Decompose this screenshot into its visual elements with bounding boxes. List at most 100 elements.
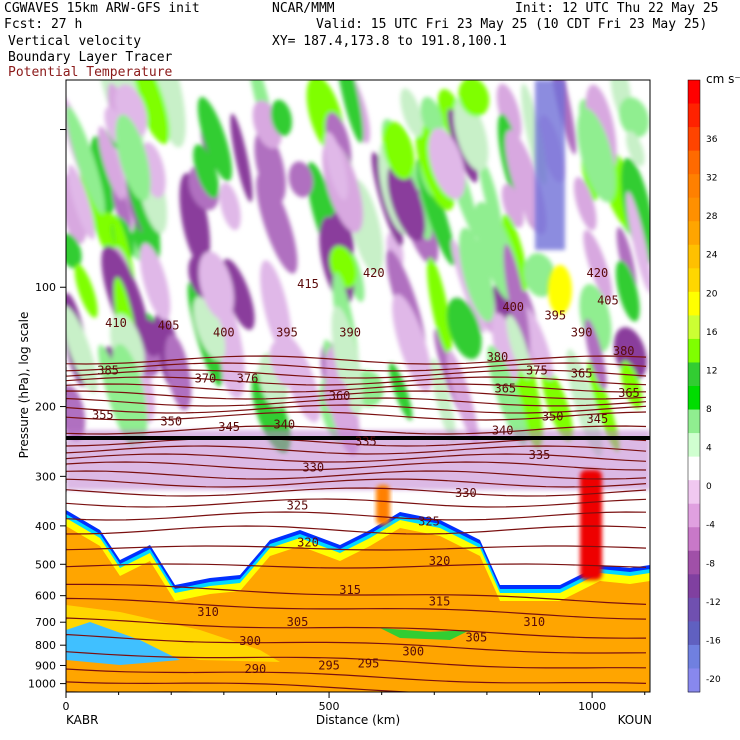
colorbar-swatch <box>688 362 700 387</box>
theta-label: 305 <box>466 630 488 644</box>
vertical-velocity-cell <box>523 252 556 297</box>
colorbar-label: 32 <box>706 174 717 184</box>
theta-contour <box>66 617 647 639</box>
y-tick-label: 700 <box>35 616 56 629</box>
plot-frame <box>65 79 651 693</box>
theta-label: 320 <box>297 535 319 549</box>
x-tick-label: 500 <box>319 700 340 713</box>
colorbar-swatch <box>688 456 700 481</box>
theta-contour <box>66 376 647 386</box>
vertical-velocity-cell <box>66 233 82 269</box>
pbl-inner-band-cyan <box>66 622 180 665</box>
theta-label: 415 <box>297 277 319 291</box>
colorbar-swatch <box>688 668 700 693</box>
theta-contour <box>66 478 647 488</box>
theta-label: 325 <box>418 515 440 529</box>
theta-label: 390 <box>339 325 361 339</box>
theta-contour <box>66 633 647 654</box>
vertical-velocity-cell <box>324 131 348 200</box>
theta-label: 345 <box>218 420 240 434</box>
theta-contour <box>66 411 647 421</box>
colorbar-swatch <box>688 480 700 505</box>
theta-label: 380 <box>613 344 635 358</box>
y-tick-label: 1000 <box>28 678 56 691</box>
colorbar: 36 32 28 24 20 16 12 8 4 0 -4 -8 -12 -16 -20 <box>687 79 721 693</box>
vertical-velocity-cell <box>458 227 495 322</box>
x-end-station: KOUN <box>618 713 652 727</box>
vertical-velocity-cell <box>193 296 226 361</box>
colorbar-swatch <box>688 244 700 269</box>
theta-label: 410 <box>105 316 127 330</box>
vertical-velocity-cell <box>541 368 573 442</box>
vertical-velocity-cell <box>620 360 643 409</box>
colorbar-swatch <box>688 291 700 316</box>
pressure-axis: 100 200 300 400 500 600 700 800 900 1000 <box>28 129 66 691</box>
vertical-velocity-cell <box>67 164 95 240</box>
colorbar-label: -8 <box>706 559 715 569</box>
vertical-velocity-cell <box>577 107 616 203</box>
colorbar-swatch <box>688 621 700 646</box>
vertical-velocity-cell <box>583 229 613 301</box>
colorbar-swatch <box>688 503 700 528</box>
theta-contour <box>66 445 647 455</box>
theta-contour <box>66 355 647 365</box>
colorbar-swatch <box>688 150 700 175</box>
y-axis-title: Pressure (hPa), log scale <box>17 312 31 459</box>
y-tick-label: 200 <box>35 401 56 414</box>
vertical-velocity-cell <box>219 182 241 231</box>
theta-contour <box>66 583 647 605</box>
updraft-column <box>580 470 602 580</box>
vertical-velocity-cell <box>330 212 354 259</box>
vertical-velocity-cell <box>335 80 364 143</box>
theta-contour <box>66 525 647 535</box>
vertical-velocity-cell <box>506 314 531 379</box>
vertical-velocity-cell <box>288 161 314 198</box>
vertical-velocity-cell <box>453 97 489 172</box>
colorbar-swatch <box>688 197 700 222</box>
theta-label: 380 <box>487 350 509 364</box>
colorbar-swatch <box>688 433 700 458</box>
theta-contour <box>66 425 647 435</box>
vertical-velocity-cell <box>323 375 350 417</box>
colorbar-swatch <box>688 103 700 128</box>
colorbar-label: -4 <box>706 521 715 531</box>
colorbar-label: 4 <box>706 444 712 454</box>
theta-label: 325 <box>287 498 309 512</box>
theta-contour <box>66 404 647 414</box>
vertical-velocity-cell <box>427 257 452 355</box>
theta-label: 405 <box>158 319 180 333</box>
vertical-velocity-cell <box>584 318 607 390</box>
colorbar-label: 0 <box>706 482 712 492</box>
y-tick-label: 600 <box>35 590 56 603</box>
y-tick-label: 300 <box>35 470 56 483</box>
theta-label: 400 <box>213 325 235 339</box>
vertical-velocity-cell <box>618 97 650 138</box>
colorbar-label: -12 <box>706 598 721 608</box>
colorbar-swatch <box>688 644 700 669</box>
vertical-velocity-cell <box>197 96 233 182</box>
vertical-velocity-cell <box>522 307 554 380</box>
theta-contour <box>66 498 647 508</box>
vertical-velocity-cell <box>115 114 151 201</box>
theta-label: 340 <box>273 418 295 432</box>
distance-axis: 0 500 1000 <box>63 692 646 713</box>
vertical-velocity-cell <box>193 144 219 199</box>
theta-label: 335 <box>355 434 377 448</box>
vertical-velocity-cell <box>626 191 650 294</box>
vertical-velocity-cell <box>626 130 645 167</box>
vertical-velocity-cell <box>66 305 98 394</box>
theta-label: 350 <box>160 414 182 428</box>
colorbar-swatch <box>688 409 700 434</box>
theta-label: 310 <box>197 605 219 619</box>
forecast-hour: Fcst: 27 h <box>4 17 83 32</box>
theta-label: 315 <box>339 583 361 597</box>
vertical-velocity-cell <box>392 293 432 392</box>
theta-label: 355 <box>92 408 114 422</box>
theta-label: 405 <box>597 293 619 307</box>
colorbar-swatch <box>688 597 700 622</box>
vertical-velocity-cell <box>260 260 292 355</box>
vertical-velocity-cell <box>66 106 105 214</box>
theta-contour-labels: 420 420 415 410 405 400 395 390 400 395 390 405 380 3… <box>92 266 640 676</box>
colorbar-unit: cm s⁻¹ <box>706 72 740 86</box>
